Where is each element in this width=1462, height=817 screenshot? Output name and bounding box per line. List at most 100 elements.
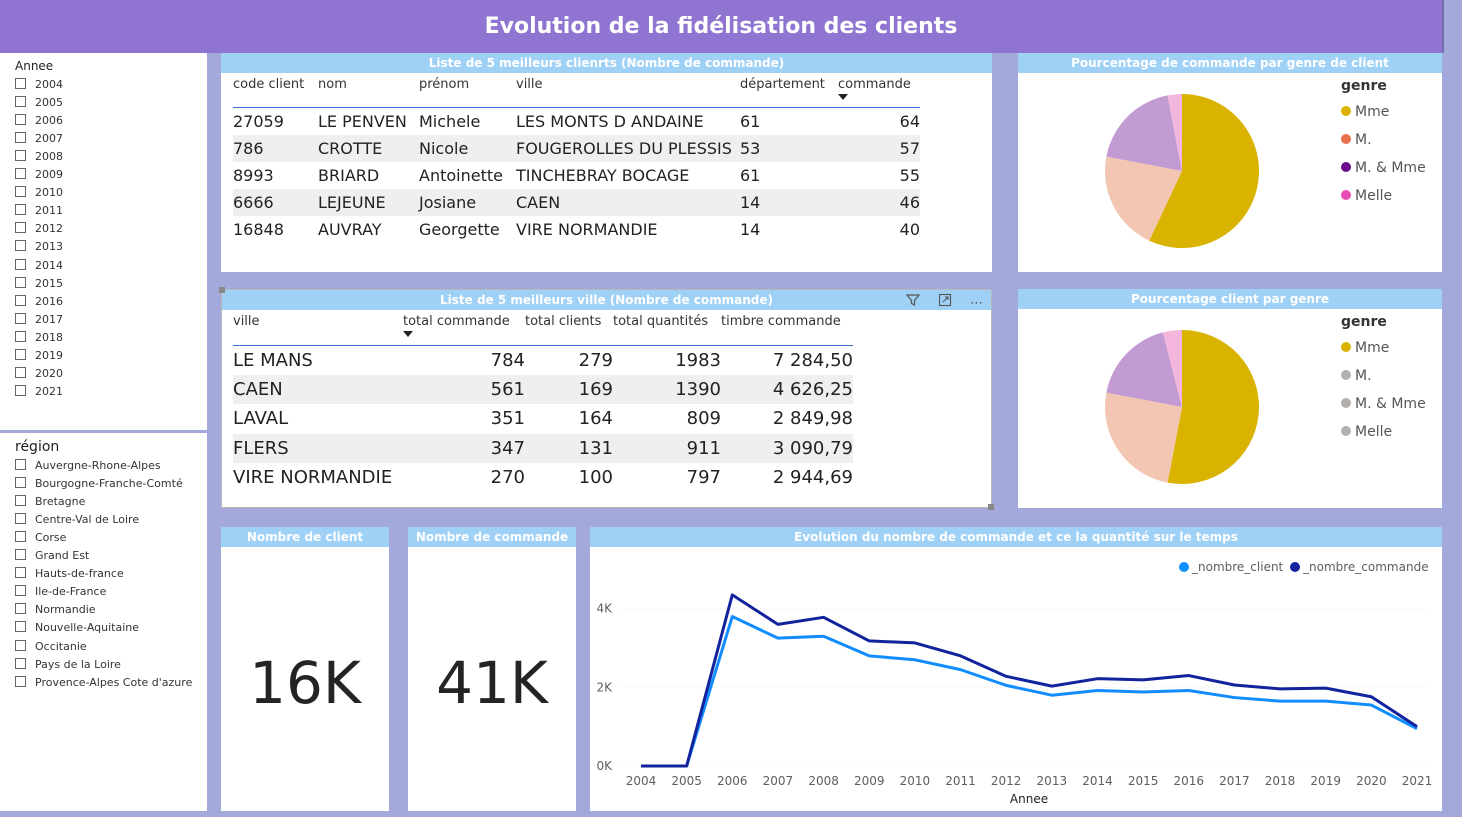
slicer-region-item[interactable]: Nouvelle-Aquitaine [15,620,139,636]
table-row[interactable]: FLERS 347 131 911 3 090,79 [233,433,853,463]
checkbox[interactable] [15,459,26,470]
col-header[interactable]: ville [233,314,260,329]
checkbox[interactable] [15,186,26,198]
card-nombre-client[interactable]: Nombre de client 16K [221,527,389,811]
table-row[interactable]: 27059 LE PENVEN Michele LES MONTS D ANDAINE… [233,107,920,135]
checkbox[interactable] [15,276,26,288]
slicer-annee-item[interactable]: 2012 [15,221,63,237]
table-row[interactable]: 6666 LEJEUNE Josiane CAEN 14 46 [233,188,920,216]
legend-label[interactable]: _nombre_commande [1302,560,1429,574]
checkbox[interactable] [15,513,26,525]
pie-slice-melle[interactable] [1162,330,1182,407]
legend-item[interactable]: Melle [1341,422,1426,450]
slicer-annee-item[interactable]: 2007 [15,131,63,147]
checkbox[interactable] [15,330,26,342]
slicer-annee-item[interactable]: 2016 [15,294,63,310]
slicer-annee-item[interactable]: 2015 [15,276,63,292]
col-header[interactable]: total clients [525,314,602,329]
slicer-region-item[interactable]: Normandie [15,602,96,618]
slicer-annee-item[interactable]: 2005 [15,95,63,111]
legend-item[interactable]: M. & Mme [1341,158,1426,186]
col-header[interactable]: timbre commande [721,314,841,329]
slicer-annee-item[interactable]: 2006 [15,113,63,129]
focus-mode-icon[interactable] [938,293,952,311]
legend-label[interactable]: _nombre_client [1191,560,1284,574]
checkbox[interactable] [15,567,26,579]
pie-client-visual[interactable]: Pourcentage client par genre genre Mme M.… [1018,289,1442,508]
legend-item[interactable]: Mme [1341,338,1426,366]
pie-slice-mmme[interactable] [1106,332,1182,407]
slicer-annee-item[interactable]: 2009 [15,167,63,183]
col-header[interactable]: code client [233,77,305,92]
checkbox[interactable] [15,585,26,597]
checkbox[interactable] [15,150,26,162]
pie-slice-mme[interactable] [1167,330,1259,484]
checkbox[interactable] [15,168,26,180]
card-nombre-commande[interactable]: Nombre de commande 41K [408,527,576,811]
top-villes-visual[interactable]: Liste de 5 meilleurs ville (Nombre de co… [219,287,994,510]
col-header[interactable]: ville [516,77,543,92]
legend-item[interactable]: Mme [1341,102,1426,130]
checkbox[interactable] [15,639,26,651]
checkbox[interactable] [15,240,26,252]
checkbox[interactable] [15,477,26,489]
slicer-region-item[interactable]: Pays de la Loire [15,657,121,673]
checkbox[interactable] [15,132,26,144]
checkbox[interactable] [15,657,26,669]
table-row[interactable]: 8993 BRIARD Antoinette TINCHEBRAY BOCAGE 61 5… [233,162,920,189]
pie-slice-mmme[interactable] [1106,95,1182,171]
table-row[interactable]: CAEN 561 169 1390 4 626,25 [233,374,853,404]
slicer-annee-item[interactable]: 2020 [15,366,63,382]
slicer-annee-item[interactable]: 2014 [15,258,63,274]
more-options-icon[interactable]: ⋯ [970,296,983,311]
checkbox[interactable] [15,384,26,396]
col-header-sorted[interactable]: total commande [403,314,525,345]
checkbox[interactable] [15,549,26,561]
slicer-region-item[interactable]: Occitanie [15,639,87,655]
checkbox[interactable] [15,96,26,108]
slicer-annee-item[interactable]: 2018 [15,330,63,346]
col-header[interactable]: total quantités [613,314,709,329]
checkbox[interactable] [15,294,26,306]
series-line-nombrecommande[interactable] [641,593,1418,768]
slicer-region-item[interactable]: Centre-Val de Loire [15,512,139,528]
table-row[interactable]: LAVAL 351 164 809 2 849,98 [233,404,853,434]
pie-slice-mme[interactable] [1149,94,1259,248]
slicer-region-item[interactable]: Corse [15,530,66,546]
table-row[interactable]: 16848 AUVRAY Georgette VIRE NORMANDIE 14 40 [233,216,920,243]
table-row[interactable]: 786 CROTTE Nicole FOUGEROLLES DU PLESSIS 53 5… [233,134,920,162]
slicer-annee-item[interactable]: 2019 [15,348,63,364]
checkbox[interactable] [15,258,26,270]
resize-handle[interactable] [988,504,994,510]
slicer-region-item[interactable]: Bourgogne-Franche-Comté [15,476,183,492]
checkbox[interactable] [15,603,26,615]
series-line-nombreclient[interactable] [641,615,1418,768]
slicer-region-item[interactable]: Grand Est [15,548,89,564]
checkbox[interactable] [15,348,26,360]
checkbox[interactable] [15,312,26,324]
checkbox[interactable] [15,675,26,687]
checkbox[interactable] [15,621,26,633]
slicer-region-item[interactable]: Hauts-de-france [15,566,124,582]
pie-slice-melle[interactable] [1167,94,1182,171]
pie-slice-m[interactable] [1105,392,1182,483]
checkbox[interactable] [15,114,26,126]
col-header[interactable]: prénom [419,77,470,92]
checkbox[interactable] [15,531,26,543]
col-header[interactable]: département [740,77,825,92]
filter-icon[interactable] [905,294,920,311]
slicer-region-item[interactable]: Bretagne [15,494,85,510]
slicer-annee-item[interactable]: 2021 [15,384,63,400]
slicer-annee-item[interactable]: 2004 [15,77,63,93]
slicer-annee-item[interactable]: 2017 [15,312,63,328]
table-row[interactable]: LE MANS 784 279 1983 7 284,50 [233,345,853,375]
legend-item[interactable]: M. & Mme [1341,394,1426,422]
checkbox[interactable] [15,495,26,507]
checkbox[interactable] [15,366,26,378]
col-header[interactable]: nom [318,77,347,92]
slicer-region-item[interactable]: Provence-Alpes Cote d'azure [15,675,192,691]
table-row[interactable]: VIRE NORMANDIE 270 100 797 2 944,69 [233,463,853,493]
resize-handle[interactable] [219,287,225,293]
slicer-region-item[interactable]: Auvergne-Rhone-Alpes [15,458,161,474]
col-header-sorted[interactable]: commande [838,77,920,107]
